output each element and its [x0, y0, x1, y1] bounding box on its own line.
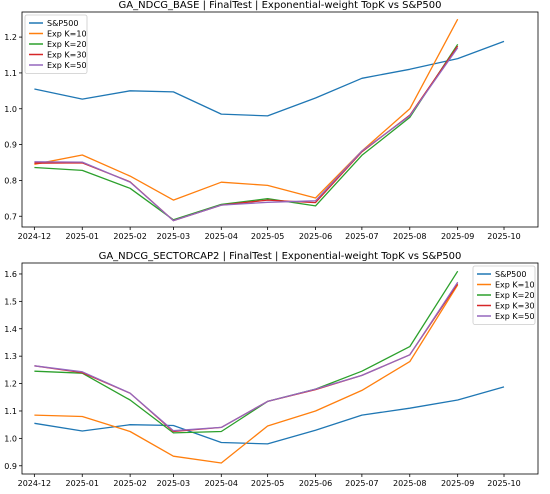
- x-tick-label: 2025-05: [251, 479, 284, 488]
- x-tick-label: 2025-01: [66, 232, 99, 241]
- y-tick-label: 1.6: [4, 270, 17, 279]
- x-tick-label: 2025-09: [441, 479, 474, 488]
- series-line-2: [34, 43, 459, 221]
- series-line-1: [34, 18, 459, 201]
- y-tick-label: 1.3: [4, 352, 17, 361]
- series-line-0: [34, 40, 505, 117]
- y-tick-label: 0.9: [4, 141, 17, 150]
- series-line-4: [34, 281, 459, 432]
- x-tick-label: 2025-10: [487, 232, 520, 241]
- legend-label: S&P500: [47, 19, 78, 28]
- plot-frame: [21, 262, 539, 475]
- x-tick-label: 2025-02: [113, 232, 146, 241]
- legend-label: S&P500: [495, 270, 526, 279]
- x-tick-label: 2025-08: [393, 479, 426, 488]
- series-line-1: [34, 284, 459, 464]
- x-tick-label: 2025-07: [345, 479, 378, 488]
- legend-label: Exp K=30: [47, 51, 87, 60]
- x-tick-label: 2025-06: [299, 232, 332, 241]
- y-tick-label: 1.0: [4, 434, 17, 443]
- legend-label: Exp K=10: [495, 281, 535, 290]
- legend-label: Exp K=30: [495, 302, 535, 311]
- y-tick-label: 0.7: [4, 212, 17, 221]
- legend-box: [472, 265, 536, 325]
- x-tick-label: 2025-08: [393, 232, 426, 241]
- legend-label: Exp K=50: [47, 61, 87, 70]
- plot-frame: [21, 11, 539, 228]
- x-tick-label: 2025-05: [251, 232, 284, 241]
- y-tick-label: 1.2: [4, 380, 17, 389]
- legend-box: [24, 14, 88, 74]
- y-tick-label: 1.1: [4, 407, 17, 416]
- series-line-3: [34, 283, 459, 433]
- x-tick-label: 2025-10: [487, 479, 520, 488]
- series-line-0: [34, 386, 505, 445]
- y-tick-label: 1.2: [4, 33, 17, 42]
- x-tick-label: 2025-04: [205, 479, 238, 488]
- bottom-chart-panel: GA_NDCG_SECTORCAP2 | FinalTest | Exponen…: [4, 251, 539, 488]
- legend-label: Exp K=10: [47, 30, 87, 39]
- x-tick-label: 2025-09: [441, 232, 474, 241]
- legend-label: Exp K=20: [47, 40, 87, 49]
- x-tick-label: 2025-03: [157, 232, 190, 241]
- x-tick-label: 2025-03: [157, 479, 190, 488]
- top-chart-panel: GA_NDCG_BASE | FinalTest | Exponential-w…: [4, 0, 539, 241]
- x-tick-label: 2025-02: [113, 479, 146, 488]
- series-line-4: [34, 47, 459, 222]
- y-tick-label: 1.5: [4, 297, 17, 306]
- y-tick-label: 1.1: [4, 69, 17, 78]
- y-tick-label: 1.4: [4, 325, 17, 334]
- y-tick-label: 0.9: [4, 462, 17, 471]
- chart-title: GA_NDCG_BASE | FinalTest | Exponential-w…: [119, 0, 442, 11]
- x-tick-label: 2025-04: [205, 232, 238, 241]
- series-line-2: [34, 270, 459, 434]
- legend-label: Exp K=20: [495, 291, 535, 300]
- x-tick-label: 2025-07: [345, 232, 378, 241]
- x-tick-label: 2024-12: [18, 232, 51, 241]
- y-tick-label: 1.0: [4, 105, 17, 114]
- y-tick-label: 0.8: [4, 176, 17, 185]
- x-tick-label: 2025-06: [299, 479, 332, 488]
- legend-label: Exp K=50: [495, 312, 535, 321]
- chart-title: GA_NDCG_SECTORCAP2 | FinalTest | Exponen…: [99, 251, 462, 262]
- x-tick-label: 2024-12: [18, 479, 51, 488]
- x-tick-label: 2025-01: [66, 479, 99, 488]
